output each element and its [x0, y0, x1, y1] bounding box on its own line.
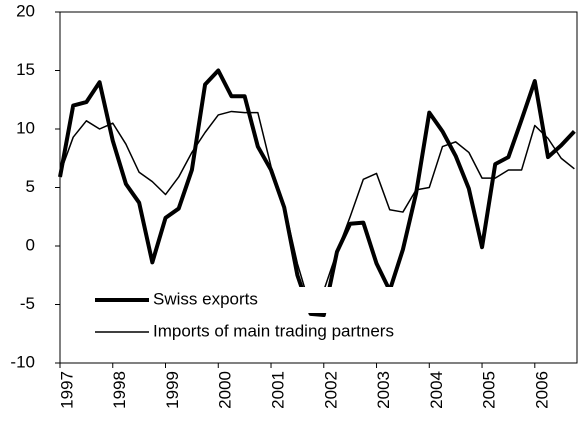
y-tick-label: 20 [16, 1, 35, 20]
legend-label: Imports of main trading partners [153, 321, 394, 340]
y-tick-label: 5 [26, 177, 35, 196]
x-tick-label: 2001 [269, 371, 288, 409]
x-tick-label: 2006 [532, 371, 551, 409]
x-tick-label: 2005 [480, 371, 499, 409]
y-tick-label: 0 [26, 235, 35, 254]
y-tick-label: -10 [10, 352, 35, 371]
x-tick-label: 1997 [57, 371, 76, 409]
series-line [58, 68, 576, 318]
x-tick-label: 2003 [374, 371, 393, 409]
x-tick-label: 1998 [110, 371, 129, 409]
x-tick-label: 2004 [427, 371, 446, 409]
y-tick-label: -5 [20, 294, 35, 313]
x-tick-label: 2002 [321, 371, 340, 409]
y-tick-label: 10 [16, 118, 35, 137]
x-tick-label: 2000 [216, 371, 235, 409]
y-tick-label: 15 [16, 60, 35, 79]
legend-label: Swiss exports [153, 289, 258, 308]
x-tick-label: 1999 [163, 371, 182, 409]
